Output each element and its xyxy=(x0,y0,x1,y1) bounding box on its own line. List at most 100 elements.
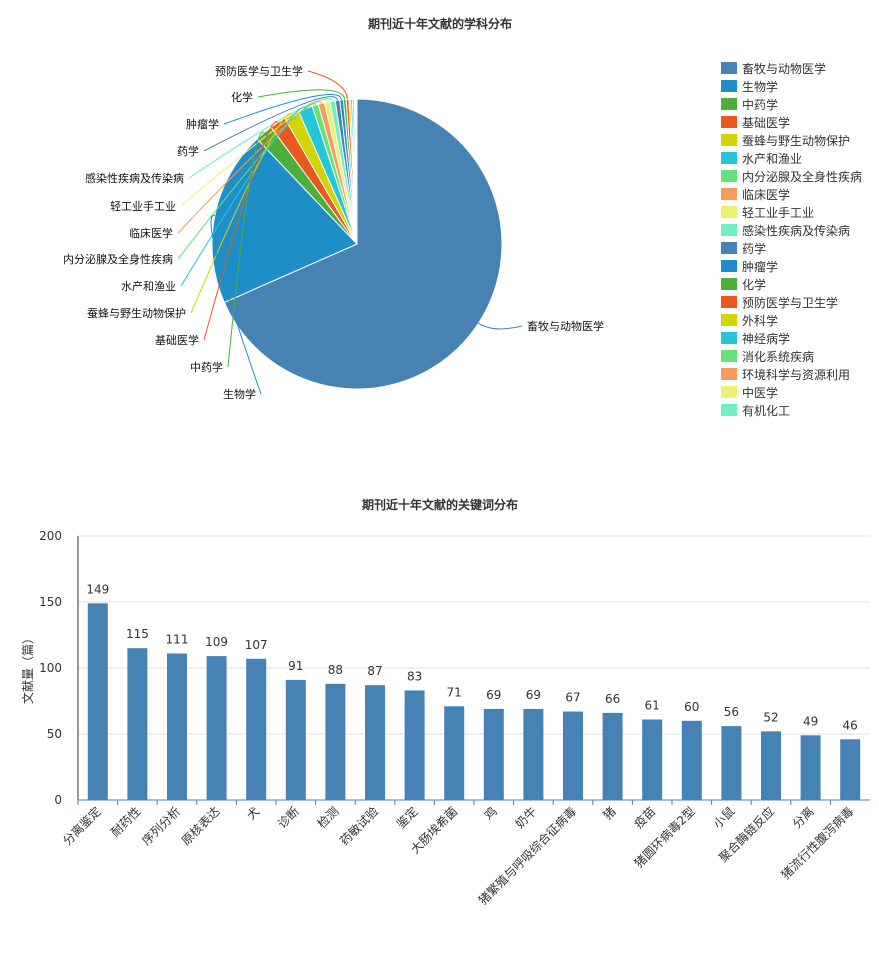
legend-swatch[interactable] xyxy=(721,116,737,128)
legend-swatch[interactable] xyxy=(721,98,737,110)
legend-swatch[interactable] xyxy=(721,206,737,218)
x-tick-label: 小鼠 xyxy=(711,804,738,831)
bar-data-label: 52 xyxy=(763,710,778,724)
legend-swatch[interactable] xyxy=(721,134,737,146)
bar[interactable] xyxy=(325,683,346,800)
bar-data-label: 69 xyxy=(486,688,501,702)
legend-swatch[interactable] xyxy=(721,350,737,362)
legend-swatch[interactable] xyxy=(721,62,737,74)
legend-item-label[interactable]: 水产和渔业 xyxy=(742,152,802,166)
legend-swatch[interactable] xyxy=(721,152,737,164)
pie-callout-line xyxy=(203,96,338,152)
y-tick-label: 150 xyxy=(39,595,62,609)
bar[interactable] xyxy=(563,711,583,800)
bar[interactable] xyxy=(800,735,821,800)
pie-callout-label: 中药学 xyxy=(190,360,223,374)
x-tick-label: 诊断 xyxy=(274,804,302,832)
legend-item-label[interactable]: 中药学 xyxy=(742,97,778,112)
legend-item-label[interactable]: 生物学 xyxy=(742,79,778,94)
legend-item-label[interactable]: 中医学 xyxy=(742,385,778,400)
bar[interactable] xyxy=(681,720,702,800)
legend-swatch[interactable] xyxy=(721,332,737,344)
y-tick-label: 200 xyxy=(39,529,62,543)
pie-callout-label: 化学 xyxy=(231,90,253,104)
x-tick-label: 耐药性 xyxy=(108,804,143,839)
y-tick-label: 100 xyxy=(39,661,62,675)
legend-item-label[interactable]: 环境科学与资源利用 xyxy=(742,367,850,382)
legend-item-label[interactable]: 基础医学 xyxy=(742,115,790,130)
legend-item-label[interactable]: 药学 xyxy=(742,241,766,256)
x-tick-label: 检测 xyxy=(314,804,342,832)
legend-item-label[interactable]: 肿瘤学 xyxy=(742,259,778,274)
legend-item-label[interactable]: 有机化工 xyxy=(742,404,790,418)
bar-data-label: 49 xyxy=(803,714,818,728)
legend-swatch[interactable] xyxy=(721,314,737,326)
pie-slice[interactable] xyxy=(355,98,358,245)
bar-data-label: 71 xyxy=(447,685,462,699)
bar-y-axis-title: 文献量（篇） xyxy=(20,632,35,704)
legend-swatch[interactable] xyxy=(721,80,737,92)
legend-item-label[interactable]: 蚕蜂与野生动物保护 xyxy=(742,134,850,148)
x-tick-label: 鸡 xyxy=(481,804,500,823)
legend-swatch[interactable] xyxy=(721,242,737,254)
bar[interactable] xyxy=(167,653,187,800)
legend-item-label[interactable]: 感染性疾病及传染病 xyxy=(742,223,850,238)
bar-data-label: 60 xyxy=(684,700,699,714)
legend-swatch[interactable] xyxy=(721,386,737,398)
legend-swatch[interactable] xyxy=(721,296,737,308)
legend-swatch[interactable] xyxy=(721,224,737,236)
pie-callout-label: 畜牧与动物医学 xyxy=(527,319,604,333)
x-tick-label: 原核表达 xyxy=(179,804,223,848)
legend-swatch[interactable] xyxy=(721,188,737,200)
legend-swatch[interactable] xyxy=(721,260,737,272)
bar[interactable] xyxy=(127,648,148,800)
y-tick-label: 50 xyxy=(47,727,62,741)
legend-item-label[interactable]: 外科学 xyxy=(742,313,778,328)
bar-data-label: 66 xyxy=(605,692,620,706)
bar[interactable] xyxy=(365,685,385,800)
bar[interactable] xyxy=(602,712,623,800)
pie-callout-label: 轻工业手工业 xyxy=(110,199,176,213)
bar[interactable] xyxy=(285,679,306,800)
x-tick-label: 药敏试验 xyxy=(337,804,382,849)
legend-item-label[interactable]: 内分泌腺及全身性疾病 xyxy=(742,169,862,184)
legend-item-label[interactable]: 预防医学与卫生学 xyxy=(742,295,838,310)
pie-callout-line xyxy=(180,106,306,287)
legend-swatch[interactable] xyxy=(721,278,737,290)
bar-data-label: 91 xyxy=(288,659,303,673)
bar[interactable] xyxy=(523,708,544,800)
pie-callout-label: 内分泌腺及全身性疾病 xyxy=(63,252,173,266)
bar[interactable] xyxy=(642,719,663,800)
pie-callout-label: 水产和渔业 xyxy=(121,279,176,293)
legend-item-label[interactable]: 化学 xyxy=(742,277,766,292)
legend-item-label[interactable]: 神经病学 xyxy=(742,331,790,346)
pie-callout-label: 肿瘤学 xyxy=(186,117,219,131)
bar[interactable] xyxy=(444,706,465,800)
bar[interactable] xyxy=(721,726,742,800)
legend-swatch[interactable] xyxy=(721,404,737,416)
pie-slice[interactable] xyxy=(223,98,503,390)
legend-item-label[interactable]: 轻工业手工业 xyxy=(742,206,814,220)
bar[interactable] xyxy=(840,739,861,800)
x-tick-label: 奶牛 xyxy=(512,804,540,832)
legend-item-label[interactable]: 临床医学 xyxy=(742,187,790,202)
legend-item-label[interactable]: 消化系统疾病 xyxy=(742,349,814,364)
pie-callout-line xyxy=(180,99,328,207)
pie-callout-line xyxy=(307,70,348,100)
pie-callout-line xyxy=(227,131,265,368)
legend-item-label[interactable]: 畜牧与动物医学 xyxy=(742,61,826,76)
bar[interactable] xyxy=(87,603,108,800)
legend-swatch[interactable] xyxy=(721,170,737,182)
bar-data-label: 67 xyxy=(565,691,580,705)
bar[interactable] xyxy=(206,656,227,800)
legend-swatch[interactable] xyxy=(721,368,737,380)
bar-data-label: 109 xyxy=(205,635,228,649)
bar[interactable] xyxy=(246,658,267,800)
bar-data-label: 61 xyxy=(645,698,660,712)
bar-data-label: 87 xyxy=(367,664,382,678)
bar-data-label: 111 xyxy=(166,632,189,646)
bar[interactable] xyxy=(761,731,781,800)
bar[interactable] xyxy=(483,708,504,800)
bar[interactable] xyxy=(404,690,425,800)
